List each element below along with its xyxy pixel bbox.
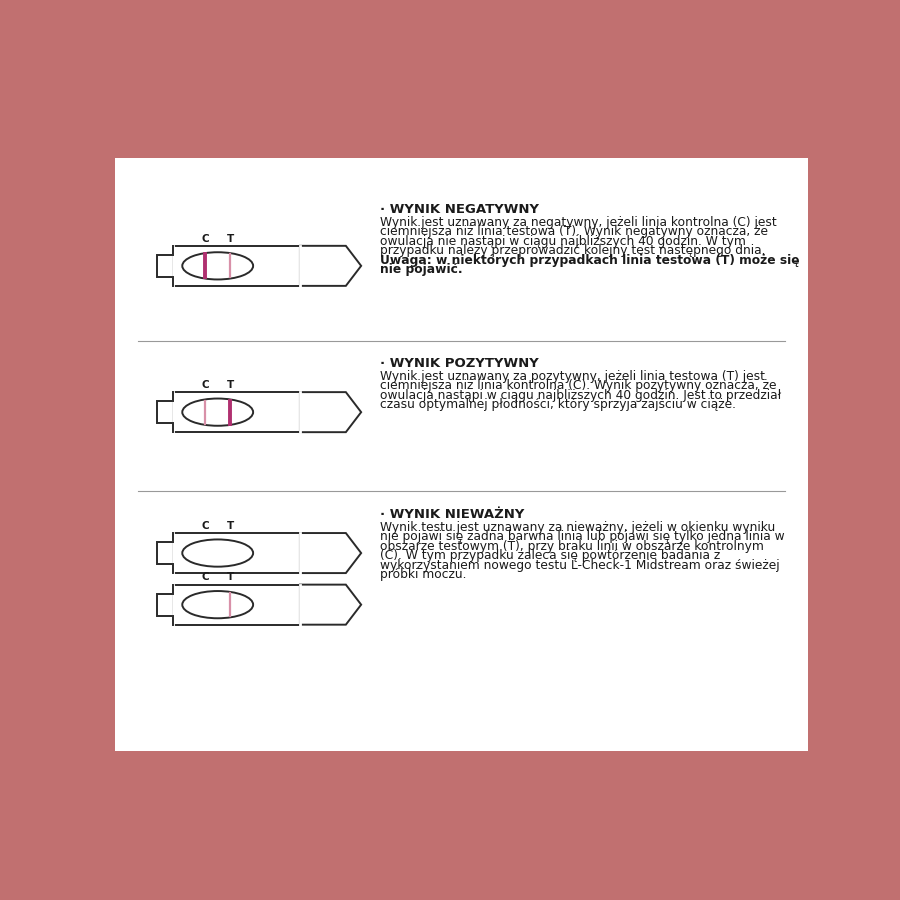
Text: wykorzystaniem nowego testu L-Check-1 Midstream oraz świeżej: wykorzystaniem nowego testu L-Check-1 Mi… — [381, 559, 780, 572]
Text: · WYNIK NEGATYWNY: · WYNIK NEGATYWNY — [381, 202, 539, 216]
Polygon shape — [300, 246, 361, 286]
Text: T: T — [227, 572, 234, 582]
Text: T: T — [227, 233, 234, 244]
Text: obszarze testowym (T), przy braku linii w obszarze kontrolnym: obszarze testowym (T), przy braku linii … — [381, 540, 764, 553]
Text: czasu optymalnej płodności, który sprzyja zajściu w ciąże.: czasu optymalnej płodności, który sprzyj… — [381, 399, 736, 411]
Ellipse shape — [183, 539, 253, 567]
Text: · WYNIK POZYTYWNY: · WYNIK POZYTYWNY — [381, 356, 539, 370]
Ellipse shape — [183, 591, 253, 618]
FancyBboxPatch shape — [158, 542, 174, 564]
Polygon shape — [300, 533, 361, 573]
FancyBboxPatch shape — [158, 594, 174, 616]
FancyBboxPatch shape — [158, 255, 174, 277]
FancyBboxPatch shape — [174, 533, 300, 573]
Text: T: T — [227, 380, 234, 390]
Text: nie pojawić.: nie pojawić. — [381, 264, 463, 276]
Text: ciemniejsza niż linia testowa (T). Wynik negatywny oznacza, że: ciemniejsza niż linia testowa (T). Wynik… — [381, 225, 769, 238]
Ellipse shape — [183, 252, 253, 280]
Text: (C). W tym przypadku zaleca się powtórzenie badania z: (C). W tym przypadku zaleca się powtórze… — [381, 549, 721, 562]
Text: Wynik jest uznawany za negatywny, jeżeli linia kontrolna (C) jest: Wynik jest uznawany za negatywny, jeżeli… — [381, 216, 778, 229]
Polygon shape — [300, 392, 361, 432]
Text: Uwaga: w niektórych przypadkach linia testowa (T) może się: Uwaga: w niektórych przypadkach linia te… — [381, 254, 800, 266]
Text: C: C — [202, 233, 209, 244]
Text: C: C — [202, 572, 209, 582]
FancyBboxPatch shape — [174, 392, 300, 432]
Text: Wynik jest uznawany za pozytywny, jeżeli linia testowa (T) jest: Wynik jest uznawany za pozytywny, jeżeli… — [381, 370, 765, 382]
Text: C: C — [202, 380, 209, 390]
FancyBboxPatch shape — [174, 585, 300, 625]
Text: przypadku należy przeprowadzić kolejny test następnego dnia.: przypadku należy przeprowadzić kolejny t… — [381, 244, 766, 257]
Text: nie pojawi się żadna barwna linia lub pojawi się tylko jedna linia w: nie pojawi się żadna barwna linia lub po… — [381, 530, 785, 544]
FancyBboxPatch shape — [158, 401, 174, 423]
Text: · WYNIK NIEWAŻNY: · WYNIK NIEWAŻNY — [381, 508, 525, 520]
Text: Wynik testu jest uznawany za nieważny, jeżeli w okienku wyniku: Wynik testu jest uznawany za nieważny, j… — [381, 521, 776, 534]
Text: T: T — [227, 521, 234, 531]
Text: C: C — [202, 521, 209, 531]
FancyBboxPatch shape — [174, 246, 300, 286]
Ellipse shape — [183, 399, 253, 426]
Text: owulacja nastąpi w ciągu najbliższych 40 godzin. Jest to przedział: owulacja nastąpi w ciągu najbliższych 40… — [381, 389, 781, 401]
Text: owulacja nie nastąpi w ciągu najbliższych 40 godzin. W tym: owulacja nie nastąpi w ciągu najbliższyc… — [381, 235, 746, 248]
Polygon shape — [300, 585, 361, 625]
Text: próbki moczu.: próbki moczu. — [381, 568, 467, 581]
FancyBboxPatch shape — [115, 158, 808, 751]
Text: ciemniejsza niż linia kontrolna (C). Wynik pozytywny oznacza, że: ciemniejsza niż linia kontrolna (C). Wyn… — [381, 380, 777, 392]
